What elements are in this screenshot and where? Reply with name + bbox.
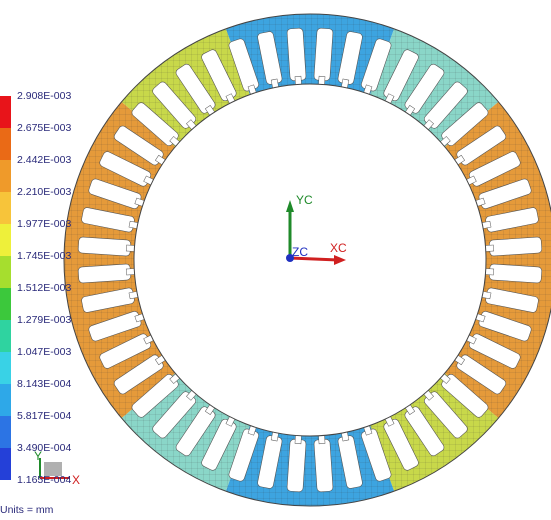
legend-swatch (0, 448, 11, 480)
stator-slot (337, 31, 363, 91)
units-label: Units = mm (0, 504, 54, 516)
legend-label: 8.143E-004 (17, 378, 72, 390)
stator-slot (286, 27, 307, 87)
legend-swatch (0, 224, 11, 256)
legend-label: 1.512E-003 (17, 282, 72, 294)
yc-axis-label: YC (296, 193, 313, 207)
legend-swatch (0, 352, 11, 384)
legend-label: 1.745E-003 (17, 250, 72, 262)
legend-label: 2.210E-003 (17, 186, 72, 198)
contour-legend: 2.908E-003 2.675E-003 2.442E-003 2.210E-003… (0, 90, 110, 486)
legend-swatch (0, 192, 11, 224)
legend-swatch (0, 160, 11, 192)
legend-label: 1.047E-003 (17, 346, 72, 358)
legend-label: 2.908E-003 (17, 90, 72, 102)
xc-axis-label: XC (330, 241, 347, 255)
legend-label: 1.165E-004 (17, 474, 72, 486)
legend-swatch (0, 96, 11, 128)
mini-triad: X Y (34, 449, 80, 487)
legend-swatch (0, 416, 11, 448)
stator-slot (483, 236, 543, 257)
stator-slot (77, 236, 137, 257)
legend-label: 3.490E-004 (17, 442, 72, 454)
legend-label: 2.675E-003 (17, 122, 72, 134)
coordinate-triad: YC XC ZC (286, 193, 347, 265)
mini-y-label: Y (34, 449, 42, 463)
stator-slot (337, 429, 363, 489)
legend-swatch (0, 384, 11, 416)
legend-label: 2.442E-003 (17, 154, 72, 166)
legend-swatch (0, 256, 11, 288)
stator-slot (483, 263, 543, 284)
zc-axis-label: ZC (292, 245, 308, 259)
legend-swatch (0, 288, 11, 320)
legend-label: 1.279E-003 (17, 314, 72, 326)
mini-x-label: X (72, 473, 80, 487)
stator-slot (452, 353, 507, 395)
legend-label: 5.817E-004 (17, 410, 72, 422)
legend-swatch (0, 320, 11, 352)
outer-outline (63, 13, 551, 507)
legend-swatch (0, 128, 11, 160)
stator-mesh (63, 13, 551, 507)
legend-label: 1.977E-003 (17, 218, 72, 230)
